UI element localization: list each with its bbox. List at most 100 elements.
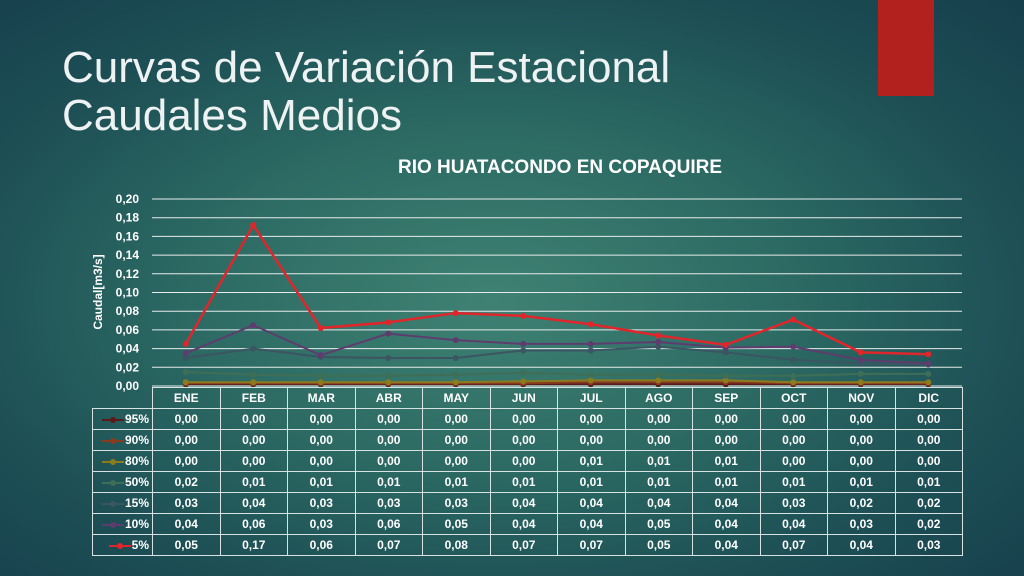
table-cell: 0,07 xyxy=(354,534,423,556)
legend-label: 90% xyxy=(124,433,149,447)
table-cell: 0,01 xyxy=(624,450,693,472)
table-cell: 0,00 xyxy=(152,450,221,472)
legend-entry: 50% xyxy=(92,471,153,493)
legend-entry: 5% xyxy=(92,534,153,556)
legend-entry: 10% xyxy=(92,513,153,535)
data-point xyxy=(520,340,527,347)
x-category-label: FEB xyxy=(219,387,288,409)
table-cell: 0,01 xyxy=(219,471,288,493)
series-10pct xyxy=(182,322,932,367)
legend-label: 10% xyxy=(124,517,149,531)
data-point xyxy=(925,370,932,377)
series-line xyxy=(185,324,929,365)
y-tick-label: 0,04 xyxy=(116,342,140,356)
data-point xyxy=(317,379,324,386)
table-cell: 0,04 xyxy=(152,513,221,535)
table-cell: 0,00 xyxy=(287,450,356,472)
data-point xyxy=(587,340,594,347)
data-point xyxy=(655,371,662,378)
legend-entry: 90% xyxy=(92,429,153,451)
data-point xyxy=(452,310,459,317)
table-cell: 0,08 xyxy=(422,534,491,556)
table-cell: 0,04 xyxy=(624,492,693,514)
data-point xyxy=(790,372,797,379)
table-cell: 0,04 xyxy=(692,534,761,556)
x-category-label: ENE xyxy=(152,387,221,409)
x-category-label: MAR xyxy=(287,387,356,409)
series-line xyxy=(185,345,929,366)
data-point xyxy=(385,330,392,337)
table-cell: 0,05 xyxy=(624,513,693,535)
y-axis-label: Caudal[m3/s] xyxy=(91,254,105,329)
table-cell: 0,00 xyxy=(894,408,963,430)
legend-label: 95% xyxy=(124,412,149,426)
data-point xyxy=(722,341,729,348)
data-point xyxy=(655,339,662,346)
data-point xyxy=(790,379,797,386)
data-point xyxy=(655,377,662,384)
legend-label: 15% xyxy=(124,496,149,510)
accent-tab xyxy=(878,0,934,96)
data-point xyxy=(925,351,932,358)
table-cell: 0,00 xyxy=(422,408,491,430)
series-50pct xyxy=(182,368,932,379)
data-point xyxy=(385,372,392,379)
table-cell: 0,03 xyxy=(152,492,221,514)
y-tick-label: 0,06 xyxy=(116,323,140,337)
y-tick-label: 0,12 xyxy=(116,267,140,281)
y-tick-label: 0,18 xyxy=(116,211,140,225)
slide-title-line1: Curvas de Variación Estacional xyxy=(62,43,671,92)
x-category-label: JUL xyxy=(557,387,626,409)
table-row: 5% 0,05 0,17 0,06 0,07 0,08 0,07 0,07 0,05 0,04 0,… xyxy=(92,534,963,556)
table-cell: 0,02 xyxy=(894,492,963,514)
data-point xyxy=(520,369,527,376)
table-cell: 0,04 xyxy=(219,492,288,514)
data-point xyxy=(722,349,729,356)
table-cell: 0,02 xyxy=(827,492,896,514)
data-point xyxy=(655,343,662,350)
data-point xyxy=(520,347,527,354)
table-row: 90% 0,00 0,00 0,00 0,00 0,00 0,00 0,00 0,00 0,00 0… xyxy=(92,429,963,451)
table-cell: 0,06 xyxy=(354,513,423,535)
data-point xyxy=(587,321,594,328)
table-cell: 0,00 xyxy=(219,429,288,451)
data-point xyxy=(587,347,594,354)
data-point xyxy=(452,337,459,344)
data-point xyxy=(182,350,189,357)
table-cell: 0,01 xyxy=(894,471,963,493)
table-cell: 0,01 xyxy=(489,471,558,493)
table-cell: 0,04 xyxy=(827,534,896,556)
table-cell: 0,04 xyxy=(489,513,558,535)
series-80pct xyxy=(182,377,932,386)
table-cell: 0,02 xyxy=(152,471,221,493)
legend-entry: 80% xyxy=(92,450,153,472)
table-cell: 0,01 xyxy=(759,471,828,493)
table-cell: 0,00 xyxy=(894,429,963,451)
table-cell: 0,04 xyxy=(557,513,626,535)
table-cell: 0,04 xyxy=(692,492,761,514)
table-cell: 0,01 xyxy=(624,471,693,493)
table-cell: 0,00 xyxy=(489,429,558,451)
legend-key-icon xyxy=(101,437,124,445)
table-row: 50% 0,02 0,01 0,01 0,01 0,01 0,01 0,01 0,01 0,01 0… xyxy=(92,471,963,493)
series-5pct xyxy=(182,222,932,358)
x-category-label: JUN xyxy=(489,387,558,409)
slide-title: Curvas de Variación Estacional Caudales … xyxy=(62,44,670,140)
table-cell: 0,00 xyxy=(894,450,963,472)
x-category-label: AGO xyxy=(624,387,693,409)
data-point xyxy=(790,356,797,363)
table-row: 95% 0,00 0,00 0,00 0,00 0,00 0,00 0,00 0,00 0,00 0… xyxy=(92,408,963,430)
data-point xyxy=(182,354,189,361)
table-cell: 0,00 xyxy=(422,450,491,472)
table-cell: 0,00 xyxy=(422,429,491,451)
table-cell: 0,03 xyxy=(894,534,963,556)
data-point xyxy=(925,379,932,386)
series-line xyxy=(185,379,929,384)
legend-key-icon xyxy=(101,479,124,487)
table-cell: 0,00 xyxy=(692,408,761,430)
table-cell: 0,01 xyxy=(557,450,626,472)
table-cell: 0,06 xyxy=(287,534,356,556)
table-cell: 0,00 xyxy=(557,408,626,430)
data-point xyxy=(857,349,864,356)
data-point xyxy=(182,340,189,347)
